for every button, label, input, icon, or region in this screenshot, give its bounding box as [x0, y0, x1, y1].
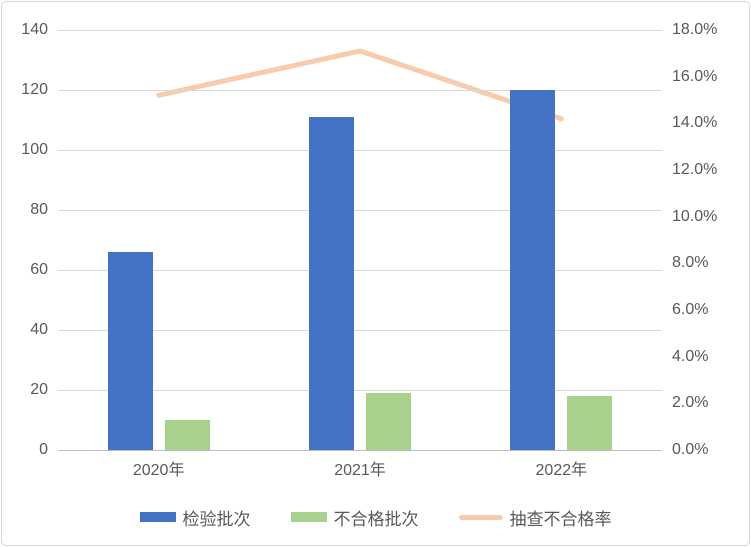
right-axis-tick-label: 8.0%: [672, 254, 709, 272]
legend-label: 抽查不合格率: [509, 509, 612, 529]
right-axis-tick-label: 2.0%: [672, 394, 709, 412]
legend-item-不合格批次: 不合格批次: [290, 505, 419, 530]
gridline: [58, 270, 662, 271]
right-axis-tick-label: 4.0%: [672, 347, 709, 365]
gridline: [58, 30, 662, 31]
legend-label: 不合格批次: [333, 509, 419, 529]
right-axis-tick-label: 18.0%: [672, 21, 718, 38]
x-axis-line: [58, 450, 662, 451]
x-category-label: 2020年: [132, 462, 185, 479]
legend-label: 检验批次: [182, 509, 251, 529]
bar-不合格批次-2021年: [366, 393, 411, 450]
legend-item-抽查不合格率: 抽查不合格率: [458, 505, 612, 530]
legend: 检验批次 不合格批次 抽查不合格率: [2, 504, 749, 530]
legend-item-检验批次: 检验批次: [139, 505, 251, 530]
bar-检验批次-2020年: [107, 252, 153, 450]
right-axis-tick-label: 0.0%: [672, 441, 709, 458]
bar-不合格批次-2020年: [164, 420, 210, 450]
gridline: [58, 90, 662, 91]
rate-line: [156, 48, 564, 122]
right-axis-tick-label: 10.0%: [672, 207, 718, 225]
gridline: [58, 150, 662, 151]
x-category-label: 2022年: [535, 462, 588, 479]
right-axis-tick-label: 12.0%: [672, 161, 718, 178]
left-axis-tick-label: 40: [30, 321, 48, 338]
legend-bar-swatch: [139, 512, 176, 522]
gridline: [58, 330, 662, 331]
gridline: [58, 390, 662, 391]
left-axis-tick-label: 20: [30, 381, 48, 398]
legend-line-swatch: [458, 514, 503, 520]
bar-检验批次-2021年: [309, 117, 354, 450]
left-axis-tick-label: 60: [30, 261, 48, 278]
right-axis-tick-label: 6.0%: [672, 301, 709, 318]
legend-bar-swatch: [290, 512, 327, 522]
left-axis-tick-label: 120: [21, 81, 48, 98]
left-axis-tick-label: 100: [21, 141, 48, 158]
bar-检验批次-2022年: [510, 90, 556, 450]
x-category-label: 2021年: [334, 462, 386, 479]
bar-不合格批次-2022年: [567, 396, 613, 450]
left-axis-tick-label: 140: [21, 21, 48, 38]
plot-area: [58, 30, 662, 451]
right-axis-tick-label: 14.0%: [672, 114, 718, 132]
gridline: [58, 210, 662, 211]
left-axis-tick-label: 0: [39, 441, 48, 458]
rate-line-layer: [156, 48, 564, 122]
left-axis-tick-label: 80: [30, 201, 48, 218]
right-axis-tick-label: 16.0%: [672, 67, 718, 85]
